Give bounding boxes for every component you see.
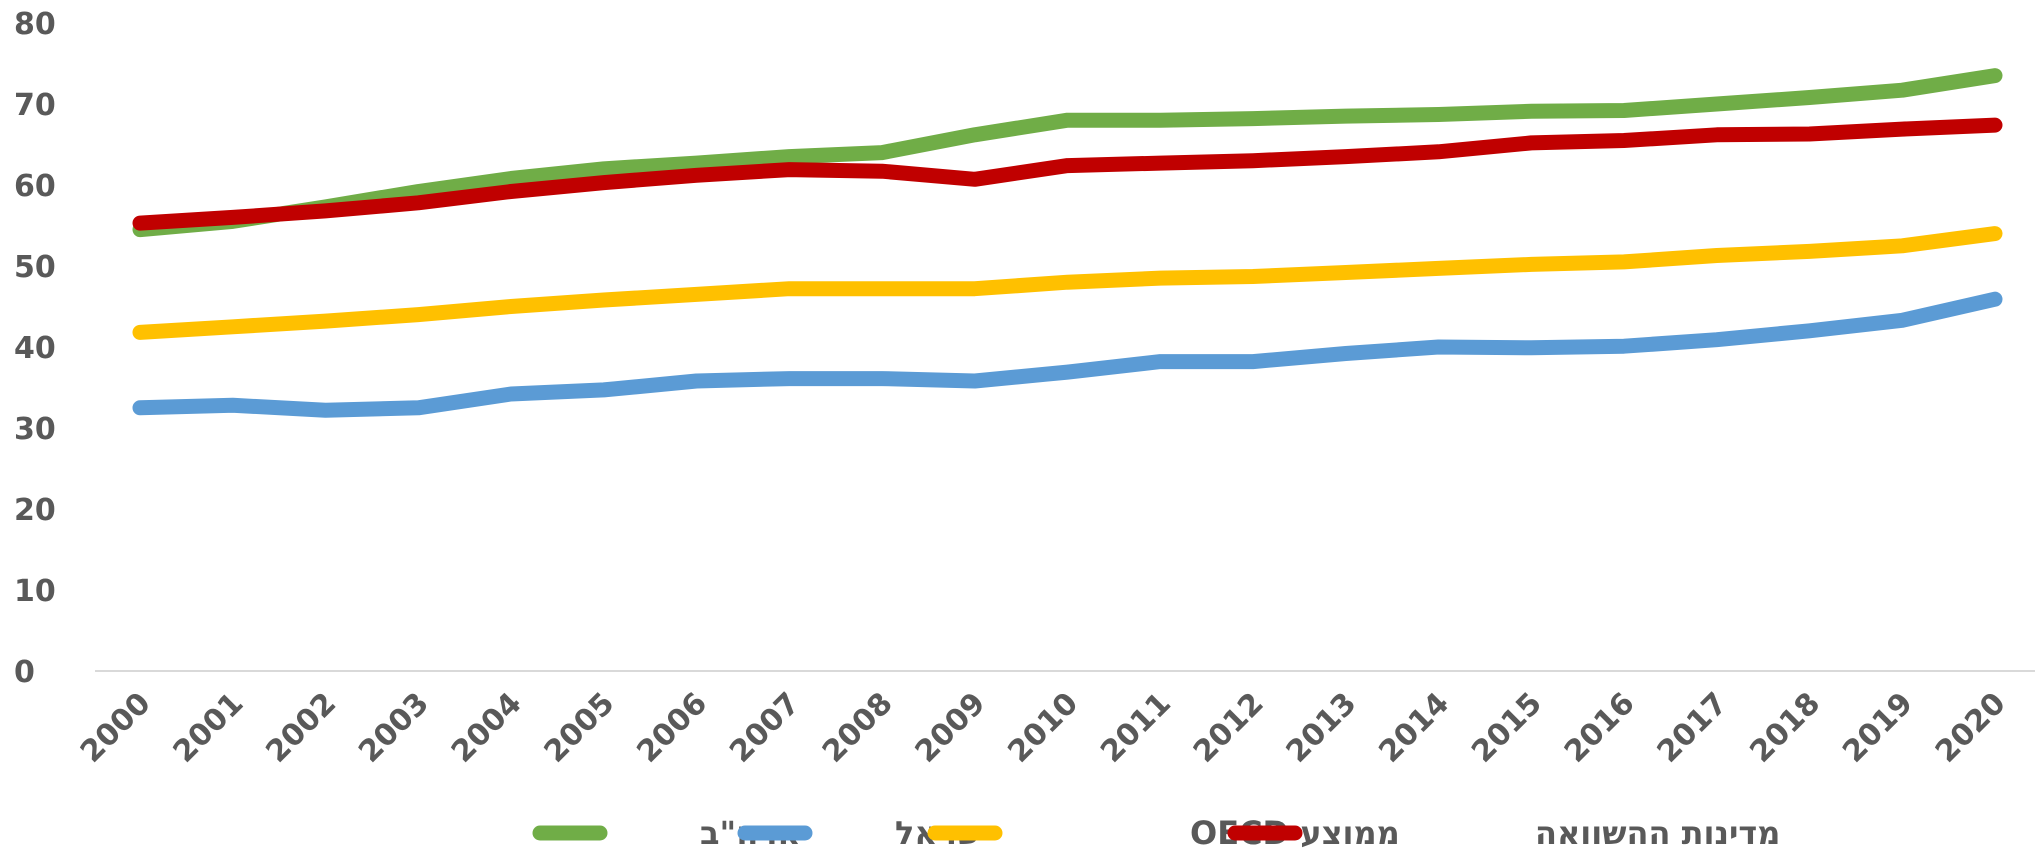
- plot-area: [132, 68, 2003, 418]
- x-tick-label: 2005: [538, 686, 622, 770]
- x-tick-label: 2014: [1372, 686, 1456, 770]
- x-tick-label: 2009: [909, 686, 993, 770]
- y-tick-label: 10: [14, 574, 56, 609]
- y-tick-label: 50: [14, 250, 56, 285]
- series-line-1: [132, 291, 2003, 418]
- x-axis: 2000 2001 2002 2003 2004 2005 2006 2007 2008 2009…: [74, 686, 2013, 770]
- legend-label-3: מדינות ההשוואה: [1535, 814, 1780, 852]
- x-tick-label: 2015: [1465, 686, 1549, 770]
- x-tick-label: 2001: [167, 686, 251, 770]
- legend: ארה"בישראלממוצע OECDמדינות ההשוואה: [532, 814, 1780, 852]
- x-tick-label: 2018: [1743, 686, 1827, 770]
- y-tick-label: 40: [14, 331, 56, 366]
- x-tick-label: 2006: [630, 686, 714, 770]
- x-tick-label: 2017: [1651, 686, 1735, 770]
- x-tick-label: 2004: [445, 686, 529, 770]
- series-line-0: [132, 68, 2003, 238]
- x-tick-label: 2011: [1094, 686, 1178, 770]
- x-tick-label: 2002: [259, 686, 343, 770]
- x-tick-label: 2012: [1187, 686, 1271, 770]
- x-tick-label: 2013: [1280, 686, 1364, 770]
- x-tick-label: 2007: [723, 686, 807, 770]
- series-line-2: [132, 226, 2003, 340]
- y-tick-label: 70: [14, 88, 56, 123]
- x-tick-label: 2019: [1836, 686, 1920, 770]
- x-tick-label: 2008: [816, 686, 900, 770]
- x-tick-label: 2000: [74, 686, 158, 770]
- x-tick-label: 2020: [1929, 686, 2013, 770]
- y-tick-label: 0: [14, 655, 35, 690]
- y-tick-label: 30: [14, 412, 56, 447]
- y-tick-label: 60: [14, 169, 56, 204]
- x-tick-label: 2010: [1001, 686, 1085, 770]
- y-tick-label: 80: [14, 7, 56, 42]
- series-line-3: [132, 117, 2003, 231]
- y-tick-label: 20: [14, 493, 56, 528]
- x-tick-label: 2003: [352, 686, 436, 770]
- x-tick-label: 2016: [1558, 686, 1642, 770]
- y-axis: 0 10 20 30 40 50 60 70 80: [14, 7, 56, 690]
